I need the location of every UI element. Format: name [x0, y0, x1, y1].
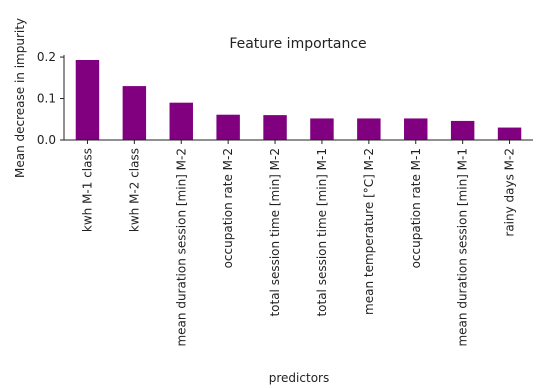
- bar-9: [497, 127, 522, 140]
- x-tick-label-0: kwh M-1 class: [80, 148, 94, 232]
- x-tick-label-4: total session time [min] M-2: [268, 148, 282, 317]
- x-tick-label-9: rainy days M-2: [503, 148, 517, 237]
- chart-title: Feature importance: [229, 36, 366, 52]
- bars-group: [75, 59, 522, 140]
- bar-3: [216, 114, 240, 140]
- bar-7: [404, 118, 428, 140]
- y-tick-label-1: 0.1: [37, 92, 56, 106]
- x-tick-label-2: mean duration session [min] M-2: [174, 148, 188, 347]
- x-tick-label-6: mean temperature [°C] M-2: [362, 148, 376, 315]
- bar-2: [169, 102, 193, 140]
- x-axis: kwh M-1 class kwh M-2 class mean duration …: [64, 139, 533, 347]
- bar-0: [75, 59, 100, 140]
- bar-6: [357, 118, 381, 140]
- x-axis-label: predictors: [269, 371, 329, 385]
- bar-4: [263, 115, 287, 140]
- y-tick-label-2: 0.2: [37, 50, 56, 64]
- x-tick-label-8: mean duration session [min] M-1: [456, 148, 470, 347]
- x-tick-label-3: occupation rate M-2: [221, 148, 235, 268]
- x-tick-label-1: kwh M-2 class: [127, 148, 141, 232]
- y-axis: 0.0 0.1 0.2: [37, 50, 65, 147]
- x-tick-label-7: occupation rate M-1: [409, 148, 423, 268]
- x-tick-label-5: total session time [min] M-1: [315, 148, 329, 317]
- bar-8: [450, 120, 475, 140]
- bar-1: [122, 86, 147, 140]
- bar-5: [310, 118, 334, 140]
- y-axis-label: Mean decrease in impurity: [13, 18, 27, 178]
- y-tick-label-0: 0.0: [37, 133, 56, 147]
